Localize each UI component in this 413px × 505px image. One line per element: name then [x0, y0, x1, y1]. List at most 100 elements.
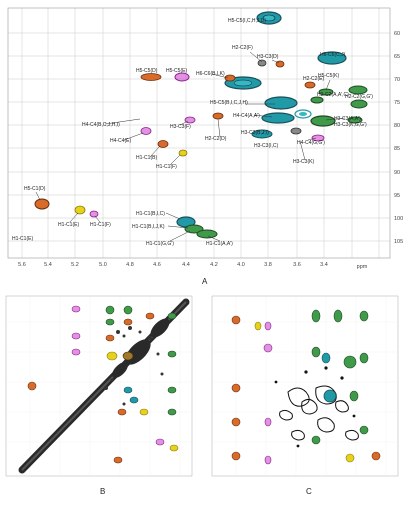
x-tick-label: 5.4: [44, 262, 52, 268]
peak: [174, 72, 190, 82]
x-tick-label: 5.0: [99, 262, 107, 268]
panel-a: H5-C5(I,C,H,J,D) H2-C2(F) H3-C3(D) H6-C6…: [7, 7, 404, 286]
x-tick-label: 3.8: [264, 262, 272, 268]
peak: [224, 74, 236, 82]
x-tick-label: 4.4: [182, 262, 190, 268]
peak: [113, 456, 123, 464]
peak-label: H1-C1(E): [12, 236, 33, 242]
peak-label: H6-C6(C,J): [320, 52, 346, 58]
peak: [371, 451, 381, 461]
peak-label: H1-C1(B,I,J,K): [132, 224, 165, 230]
peak-label: H4-C4(B,C,J,H,I): [82, 122, 120, 128]
peak: [349, 390, 359, 402]
peak: [167, 312, 177, 320]
peak: [350, 99, 368, 109]
peak-label: H5-C1(D): [24, 186, 46, 192]
peak: [231, 417, 241, 427]
peak-label: H3-C3(F): [170, 124, 191, 130]
peak: [317, 51, 347, 65]
panel-a-spectrum: H5-C5(I,C,H,J,D) H2-C2(F) H3-C3(D) H6-C6…: [7, 7, 403, 286]
x-tick-label: 3.4: [320, 262, 328, 268]
y-tick-label: 95: [394, 193, 400, 199]
x-tick-label: 5.6: [18, 262, 26, 268]
peak: [318, 88, 334, 96]
peak-label: H3-C3(A,A'): [334, 116, 361, 122]
peak: [71, 305, 81, 313]
peak-label: H1-C1(G,G'): [146, 241, 174, 247]
peak-label: H2-C2(E): [303, 76, 324, 82]
peak: [294, 109, 312, 119]
x-tick-label: 5.2: [71, 262, 79, 268]
panel-b-spectrum: B: [5, 295, 193, 496]
peak-label: H6-C6(B,I,K): [196, 71, 225, 77]
panel-a-letter: A: [202, 277, 208, 286]
peak-label: H1-C1(B,I,C): [136, 211, 165, 217]
peak-label: H4-C4(G,G'): [297, 140, 325, 146]
x-tick-label: 4.2: [210, 262, 218, 268]
x-tick-label: 4.6: [153, 262, 161, 268]
peak: [27, 381, 37, 391]
peak: [169, 444, 179, 452]
y-tick-label: 80: [394, 123, 400, 129]
peak: [347, 116, 363, 124]
peak: [290, 127, 302, 135]
y-tick-label: 75: [394, 100, 400, 106]
x-tick-label: 4.0: [237, 262, 245, 268]
panel-b: B: [0, 292, 206, 500]
panel-c: C: [206, 292, 413, 500]
y-tick-label: 90: [394, 170, 400, 176]
peak-label: H4-C4(A,A'): [233, 113, 260, 119]
peak-label: H2-C2(F): [232, 45, 253, 51]
peak: [34, 198, 50, 210]
x-axis: 5.6 5.4 5.2 5.0 4.8 4.6 4.4 4.2 4.0 3.8 …: [18, 262, 368, 270]
peak: [140, 73, 162, 81]
peak: [167, 350, 177, 358]
peak: [343, 355, 357, 369]
x-tick-label: 4.8: [126, 262, 134, 268]
peak: [71, 332, 81, 340]
peak: [196, 229, 218, 239]
panel-c-spectrum: C: [211, 295, 399, 496]
peak: [359, 310, 369, 322]
peak-label: H1-C1(E): [58, 222, 79, 228]
peak: [233, 79, 253, 87]
peak: [304, 81, 316, 89]
y-tick-label: 70: [394, 77, 400, 83]
y-tick-label: 105: [394, 239, 403, 245]
peak-label: H4-C4(E): [110, 138, 131, 144]
peak: [122, 351, 134, 361]
peak: [105, 334, 115, 342]
peak-label: H3-C3(D): [257, 54, 279, 60]
peak: [123, 386, 133, 394]
peak: [254, 321, 262, 331]
peak-label: H2-C2(A,A',C): [317, 92, 349, 98]
y-tick-label: 100: [394, 216, 403, 222]
peak-label: H1-C1(A,A'): [206, 241, 233, 247]
peak-label: H1-C1(F): [156, 164, 177, 170]
peak-label: H5-C5(K): [318, 73, 339, 79]
peak: [71, 348, 81, 356]
peak: [263, 343, 273, 353]
peak-label: H3-C3(K,G,G'): [334, 122, 367, 128]
peak-label: H3-C3(K): [293, 159, 314, 165]
peak: [311, 346, 321, 358]
peak: [117, 408, 127, 416]
peak-label: H2-C2(D): [205, 136, 227, 142]
peak-label: H1-C1(B): [136, 155, 157, 161]
peak: [145, 312, 155, 320]
peak: [231, 451, 241, 461]
peak: [264, 96, 298, 110]
peak-label: H5-C5(D): [136, 68, 158, 74]
peak: [311, 435, 321, 445]
peak: [167, 408, 177, 416]
peak: [89, 210, 99, 218]
peak: [231, 383, 241, 393]
peak: [123, 305, 133, 315]
peak: [178, 149, 188, 157]
peak: [105, 318, 115, 326]
peak: [257, 59, 267, 67]
peak: [264, 417, 272, 427]
x-tick-label: 3.6: [293, 262, 301, 268]
peak: [310, 96, 324, 104]
peak-label: H3-C3(I,C): [254, 143, 279, 149]
